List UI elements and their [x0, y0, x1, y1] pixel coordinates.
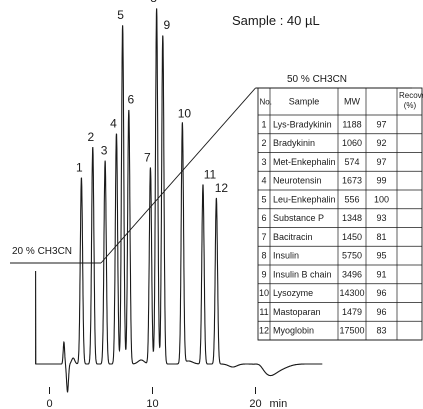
table-cell-recovery: 81	[376, 232, 386, 242]
table-cell-mw: 17500	[339, 326, 364, 336]
table-cell-no: 2	[261, 138, 266, 148]
table-cell-mw: 1673	[342, 176, 362, 186]
table-cell-sample: Lys-Bradykinin	[273, 119, 332, 129]
trace-layer	[35, 8, 323, 393]
table-cell-sample: Substance P	[273, 213, 324, 223]
table-cell-sample: Myoglobin	[273, 326, 314, 336]
peak-label: 6	[127, 93, 134, 107]
peak-label: 2	[87, 130, 94, 144]
table-cell-mw: 1479	[342, 307, 362, 317]
table-cell-recovery: 100	[374, 194, 389, 204]
table-cell-no: 1	[261, 119, 266, 129]
gradient-start-label: 20 % CH3CN	[12, 246, 72, 257]
table-header-mw: MW	[344, 97, 360, 107]
table-header-recovery: Recovery	[399, 91, 423, 100]
table-cell-mw: 1348	[342, 213, 362, 223]
table-cell-mw: 3496	[342, 269, 362, 279]
table-cell-no: 8	[261, 251, 266, 261]
peak-label: 10	[178, 106, 192, 120]
table-cell-no: 7	[261, 232, 266, 242]
x-tick-label: 20	[249, 398, 261, 409]
peak-label: 8	[150, 0, 157, 5]
table-cell-sample: Met-Enkephalin	[273, 157, 336, 167]
table-cell-sample: Leu-Enkephalin	[273, 194, 336, 204]
table-cell-mw: 574	[344, 157, 359, 167]
peak-label: 4	[110, 117, 117, 131]
x-tick-label: 0	[46, 398, 52, 409]
table-cell-mw: 1450	[342, 232, 362, 242]
peak-label: 11	[204, 167, 217, 181]
x-axis-unit: min	[270, 398, 288, 409]
table-cell-no: 3	[261, 157, 266, 167]
table-cell-sample: Bradykinin	[273, 138, 315, 148]
peak-label: 7	[144, 150, 151, 164]
table-cell-recovery: 93	[376, 213, 386, 223]
table-cell-no: 10	[259, 288, 269, 298]
peak-label: 9	[163, 18, 170, 32]
table-cell-sample: Lysozyme	[273, 288, 313, 298]
peak-label: 3	[101, 144, 108, 158]
table-cell-recovery: 97	[376, 119, 386, 129]
peak-label-layer: 123456789101112	[76, 0, 228, 195]
peak-label: 1	[76, 161, 83, 175]
table-cell-no: 11	[259, 307, 268, 317]
table-cell-no: 12	[259, 326, 269, 336]
gradient-ramp-line	[100, 87, 256, 264]
table-cell-mw: 5750	[342, 251, 362, 261]
table-cell-recovery: 91	[376, 269, 386, 279]
table-cell-mw: 1188	[342, 119, 361, 129]
table-cell-sample: Insulin	[273, 251, 299, 261]
table-cell-sample: Bacitracin	[273, 232, 313, 242]
table-cell-mw: 14300	[339, 288, 364, 298]
table-header-no: No.	[260, 98, 272, 107]
table-cell-recovery: 99	[376, 176, 386, 186]
table-header-sample: Sample	[289, 97, 320, 107]
table-cell-recovery: 96	[376, 288, 386, 298]
table-cell-no: 4	[261, 176, 266, 186]
table-cell-recovery: 95	[376, 251, 386, 261]
sample-volume-label: Sample : 40 µL	[232, 13, 320, 28]
table-cell-no: 5	[261, 194, 266, 204]
table-cell-sample: Mastoparan	[273, 307, 321, 317]
table-cell-no: 9	[261, 269, 266, 279]
table-cell-no: 6	[261, 213, 266, 223]
table-header-recovery-unit: (%)	[404, 101, 417, 110]
sample-table: No.SampleMWRecovery(%)1Lys-Bradykinin118…	[257, 87, 423, 341]
table-cell-sample: Neurotensin	[273, 176, 322, 186]
peak-label: 5	[117, 8, 124, 22]
peak-label: 12	[215, 181, 229, 195]
chromatogram-trace	[35, 8, 323, 393]
x-axis: 0 10 20 min	[46, 387, 287, 409]
x-tick-label: 10	[146, 398, 158, 409]
table-cell-mw: 1060	[342, 138, 362, 148]
table-cell-recovery: 97	[376, 157, 386, 167]
table-cell-recovery: 83	[376, 326, 386, 336]
table-cell-sample: Insulin B chain	[273, 269, 332, 279]
table-cell-mw: 556	[344, 194, 359, 204]
gradient-end-label: 50 % CH3CN	[287, 74, 347, 85]
table-cell-recovery: 96	[376, 307, 386, 317]
table-cell-recovery: 92	[376, 138, 386, 148]
